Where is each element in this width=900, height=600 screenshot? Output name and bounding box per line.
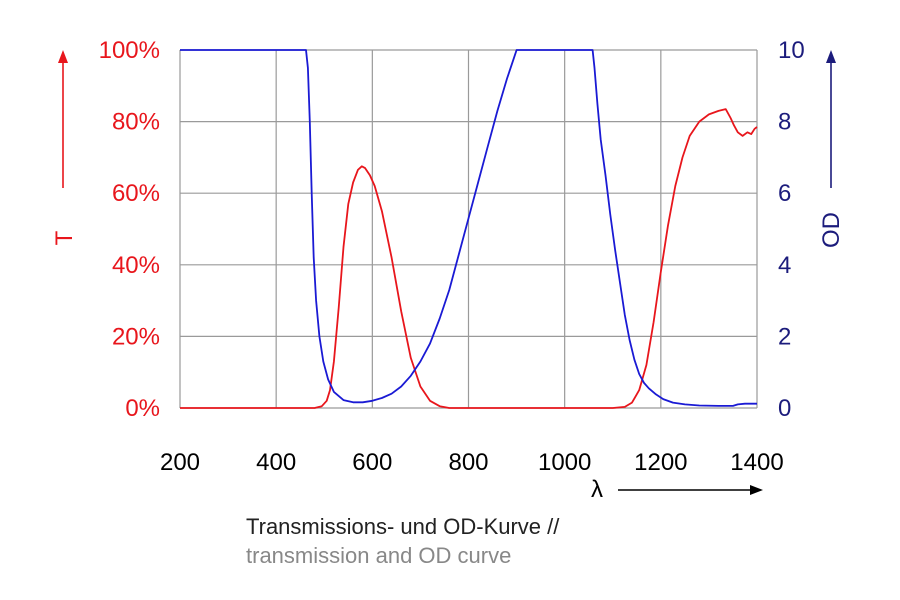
left-tick-label: 40% xyxy=(112,252,160,279)
right-axis-ticks: 0 2 4 6 8 10 xyxy=(778,37,805,422)
left-tick-label: 80% xyxy=(112,109,160,136)
left-tick-label: 20% xyxy=(112,323,160,350)
left-axis-label: T xyxy=(51,230,78,245)
x-tick-label: 1400 xyxy=(730,449,783,476)
x-axis-ticks: 200 400 600 800 1000 1200 1400 xyxy=(160,449,784,476)
right-tick-label: 10 xyxy=(778,37,805,64)
left-axis-arrow xyxy=(58,50,68,188)
left-tick-label: 60% xyxy=(112,180,160,207)
x-tick-label: 1200 xyxy=(634,449,687,476)
x-tick-label: 400 xyxy=(256,449,296,476)
grid xyxy=(179,49,758,409)
right-tick-label: 4 xyxy=(778,252,791,279)
left-tick-label: 0% xyxy=(125,395,160,422)
x-tick-label: 1000 xyxy=(538,449,591,476)
x-tick-label: 600 xyxy=(352,449,392,476)
right-axis-label: OD xyxy=(818,212,845,248)
left-axis-ticks: 0% 20% 40% 60% 80% 100% xyxy=(99,37,160,422)
left-tick-label: 100% xyxy=(99,37,160,64)
right-tick-label: 2 xyxy=(778,323,791,350)
x-tick-label: 800 xyxy=(448,449,488,476)
right-tick-label: 8 xyxy=(778,109,791,136)
series-lines xyxy=(180,49,758,409)
right-tick-label: 6 xyxy=(778,180,791,207)
caption-english: transmission and OD curve xyxy=(246,543,512,568)
x-axis-arrow xyxy=(618,485,763,495)
caption-german: Transmissions- und OD-Kurve // xyxy=(246,514,560,539)
x-axis-label: λ xyxy=(591,476,603,503)
series-line-transmission xyxy=(180,108,758,409)
right-tick-label: 0 xyxy=(778,395,791,422)
right-axis-arrow xyxy=(826,50,836,188)
x-tick-label: 200 xyxy=(160,449,200,476)
series-line-od xyxy=(180,49,757,407)
